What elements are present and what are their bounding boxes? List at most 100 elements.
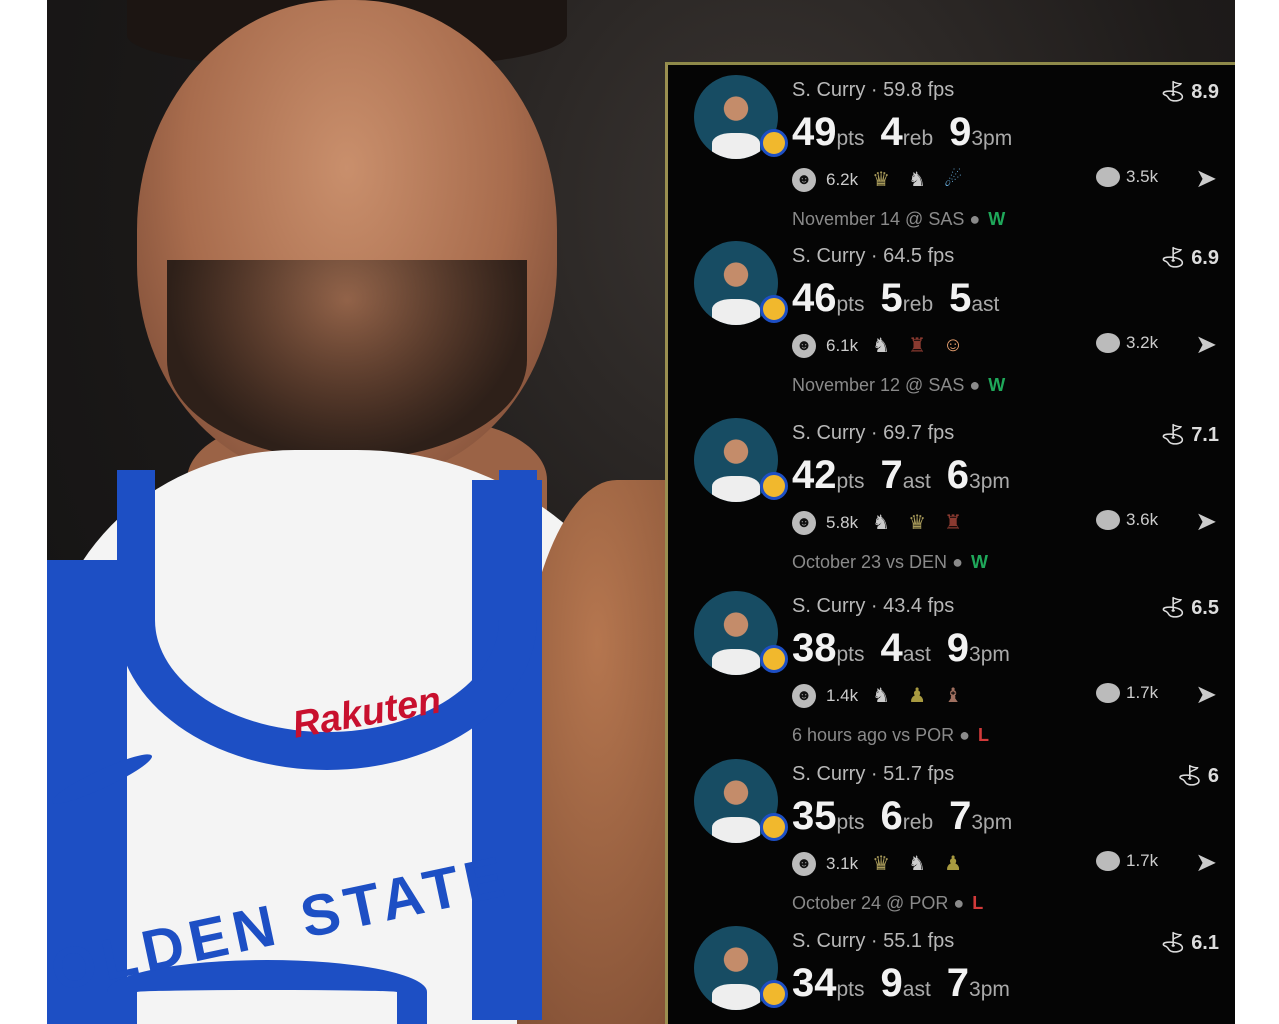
chef-icon: ♛: [908, 512, 927, 534]
post-card[interactable]: S. Curry · 64.5 fps ⛳︎ 6.9 46pts 5reb 5ast…: [668, 235, 1235, 395]
chef-icon: ♛: [872, 853, 891, 875]
post-card[interactable]: S. Curry · 69.7 fps ⛳︎ 7.1 42pts 7ast 63pm…: [668, 412, 1235, 572]
game-date: October 24 @ POR: [792, 893, 949, 913]
smile-icon: ☻: [792, 510, 816, 535]
goat-icon: ♞: [908, 853, 927, 875]
game-date: November 12 @ SAS: [792, 375, 965, 395]
stat-feed-panel: S. Curry · 59.8 fps ⛳︎ 8.9 49pts 4reb 93pm…: [665, 62, 1235, 1024]
stat-unit: ast: [902, 470, 931, 493]
comments-button[interactable]: 3.6k: [1096, 510, 1158, 530]
flag-icon: ⛳︎: [1160, 932, 1186, 954]
stat-value: 49: [792, 110, 837, 154]
chair-icon: ♜: [944, 512, 963, 534]
warriors-badge-icon: [760, 980, 788, 1008]
smile-icon: ☻: [792, 333, 816, 358]
flag-icon: ⛳︎: [1160, 81, 1186, 103]
rating: ⛳︎ 6.1: [1160, 932, 1219, 954]
post-author: S. Curry · 55.1 fps: [792, 930, 955, 952]
spurs-icon: ●: [969, 375, 981, 395]
flag-icon: ⛳︎: [1160, 424, 1186, 446]
stat-unit: pts: [836, 470, 865, 493]
comet-icon: ☄: [944, 169, 963, 191]
post-card[interactable]: S. Curry · 55.1 fps ⛳︎ 6.1 34pts 9ast 73pm: [668, 920, 1235, 1014]
stat-line: 34pts 9ast 73pm: [792, 960, 1026, 1015]
rating: ⛳︎ 8.9: [1160, 81, 1219, 103]
game-result: L: [977, 725, 989, 745]
stat-value: 34: [792, 961, 837, 1005]
stat-value: 46: [792, 276, 837, 320]
smile-icon: ☻: [792, 167, 816, 192]
stat-value: 5: [880, 276, 903, 320]
chair-icon: ♜: [908, 335, 927, 357]
stat-value: 7: [880, 453, 903, 497]
comment-icon: [1096, 510, 1120, 530]
avatar[interactable]: [694, 591, 778, 675]
stat-value: 4: [880, 110, 903, 154]
share-icon[interactable]: ➤: [1195, 847, 1217, 877]
reactions[interactable]: ☻ 1.4k ♞ ♟ ♝: [792, 683, 966, 708]
stat-unit: 3pm: [969, 978, 1010, 1001]
comment-count: 1.7k: [1126, 683, 1159, 702]
share-icon[interactable]: ➤: [1195, 679, 1217, 709]
person-bowing-icon: ♟: [944, 853, 963, 875]
spurs-icon: ●: [969, 209, 981, 229]
stat-value: 42: [792, 453, 837, 497]
warriors-badge-icon: [760, 472, 788, 500]
stat-value: 9: [880, 961, 903, 1005]
reactions[interactable]: ☻ 5.8k ♞ ♛ ♜: [792, 510, 966, 535]
reaction-count: 5.8k: [826, 512, 859, 532]
post-card[interactable]: S. Curry · 51.7 fps ⛳︎ 6 35pts 6reb 73pm ☻ 3…: [668, 753, 1235, 913]
stat-value: 6: [880, 794, 903, 838]
post-author: S. Curry · 69.7 fps: [792, 422, 955, 444]
stat-value: 5: [949, 276, 972, 320]
clown-icon: ☺: [942, 334, 964, 356]
flag-icon: ⛳︎: [1160, 247, 1186, 269]
rating: ⛳︎ 6: [1176, 765, 1219, 787]
comment-icon: [1096, 333, 1120, 353]
stat-unit: 3pm: [969, 470, 1010, 493]
stat-unit: ast: [971, 293, 1000, 316]
share-icon[interactable]: ➤: [1195, 163, 1217, 193]
stat-value: 6: [946, 453, 970, 497]
post-author: S. Curry · 59.8 fps: [792, 79, 955, 101]
post-card[interactable]: S. Curry · 43.4 fps ⛳︎ 6.5 38pts 4ast 93pm…: [668, 585, 1235, 745]
stat-unit: pts: [836, 293, 865, 316]
stat-value: 38: [792, 626, 837, 670]
stat-unit: reb: [902, 811, 934, 834]
warriors-badge-icon: [760, 129, 788, 157]
reactions[interactable]: ☻ 6.2k ♛ ♞ ☄: [792, 167, 966, 192]
game-result: L: [972, 893, 984, 913]
game-result: W: [988, 209, 1006, 229]
comments-button[interactable]: 3.2k: [1096, 333, 1158, 353]
goat-icon: ♞: [908, 169, 927, 191]
blazers-icon: ●: [959, 725, 970, 745]
warriors-badge-icon: [760, 645, 788, 673]
game-info: November 14 @ SAS ● W: [792, 209, 1005, 230]
warriors-badge-icon: [760, 813, 788, 841]
comment-icon: [1096, 683, 1120, 703]
comments-button[interactable]: 3.5k: [1096, 167, 1158, 187]
game-result: W: [988, 375, 1006, 395]
stat-value: 4: [880, 626, 903, 670]
person-bowing-icon: ♟: [908, 685, 927, 707]
game-date: November 14 @ SAS: [792, 209, 965, 229]
smile-icon: ☻: [792, 683, 816, 708]
comment-count: 1.7k: [1126, 851, 1159, 870]
flag-icon: ⛳︎: [1176, 765, 1203, 787]
comment-icon: [1096, 851, 1120, 871]
comments-button[interactable]: 1.7k: [1096, 683, 1158, 703]
comment-count: 3.6k: [1126, 510, 1159, 529]
post-card[interactable]: S. Curry · 59.8 fps ⛳︎ 8.9 49pts 4reb 93pm…: [668, 69, 1235, 229]
reactions[interactable]: ☻ 6.1k ♞ ♜ ☺: [792, 333, 966, 358]
share-icon[interactable]: ➤: [1195, 329, 1217, 359]
goat-icon: ♞: [872, 335, 891, 357]
stat-unit: pts: [836, 127, 865, 150]
stat-value: 7: [949, 794, 972, 838]
stat-value: 9: [946, 626, 970, 670]
stat-value: 7: [946, 961, 970, 1005]
share-icon[interactable]: ➤: [1195, 506, 1217, 536]
rating: ⛳︎ 6.9: [1160, 247, 1219, 269]
comments-button[interactable]: 1.7k: [1096, 851, 1158, 871]
reactions[interactable]: ☻ 3.1k ♛ ♞ ♟: [792, 851, 966, 876]
blazers-icon: ●: [953, 893, 965, 913]
